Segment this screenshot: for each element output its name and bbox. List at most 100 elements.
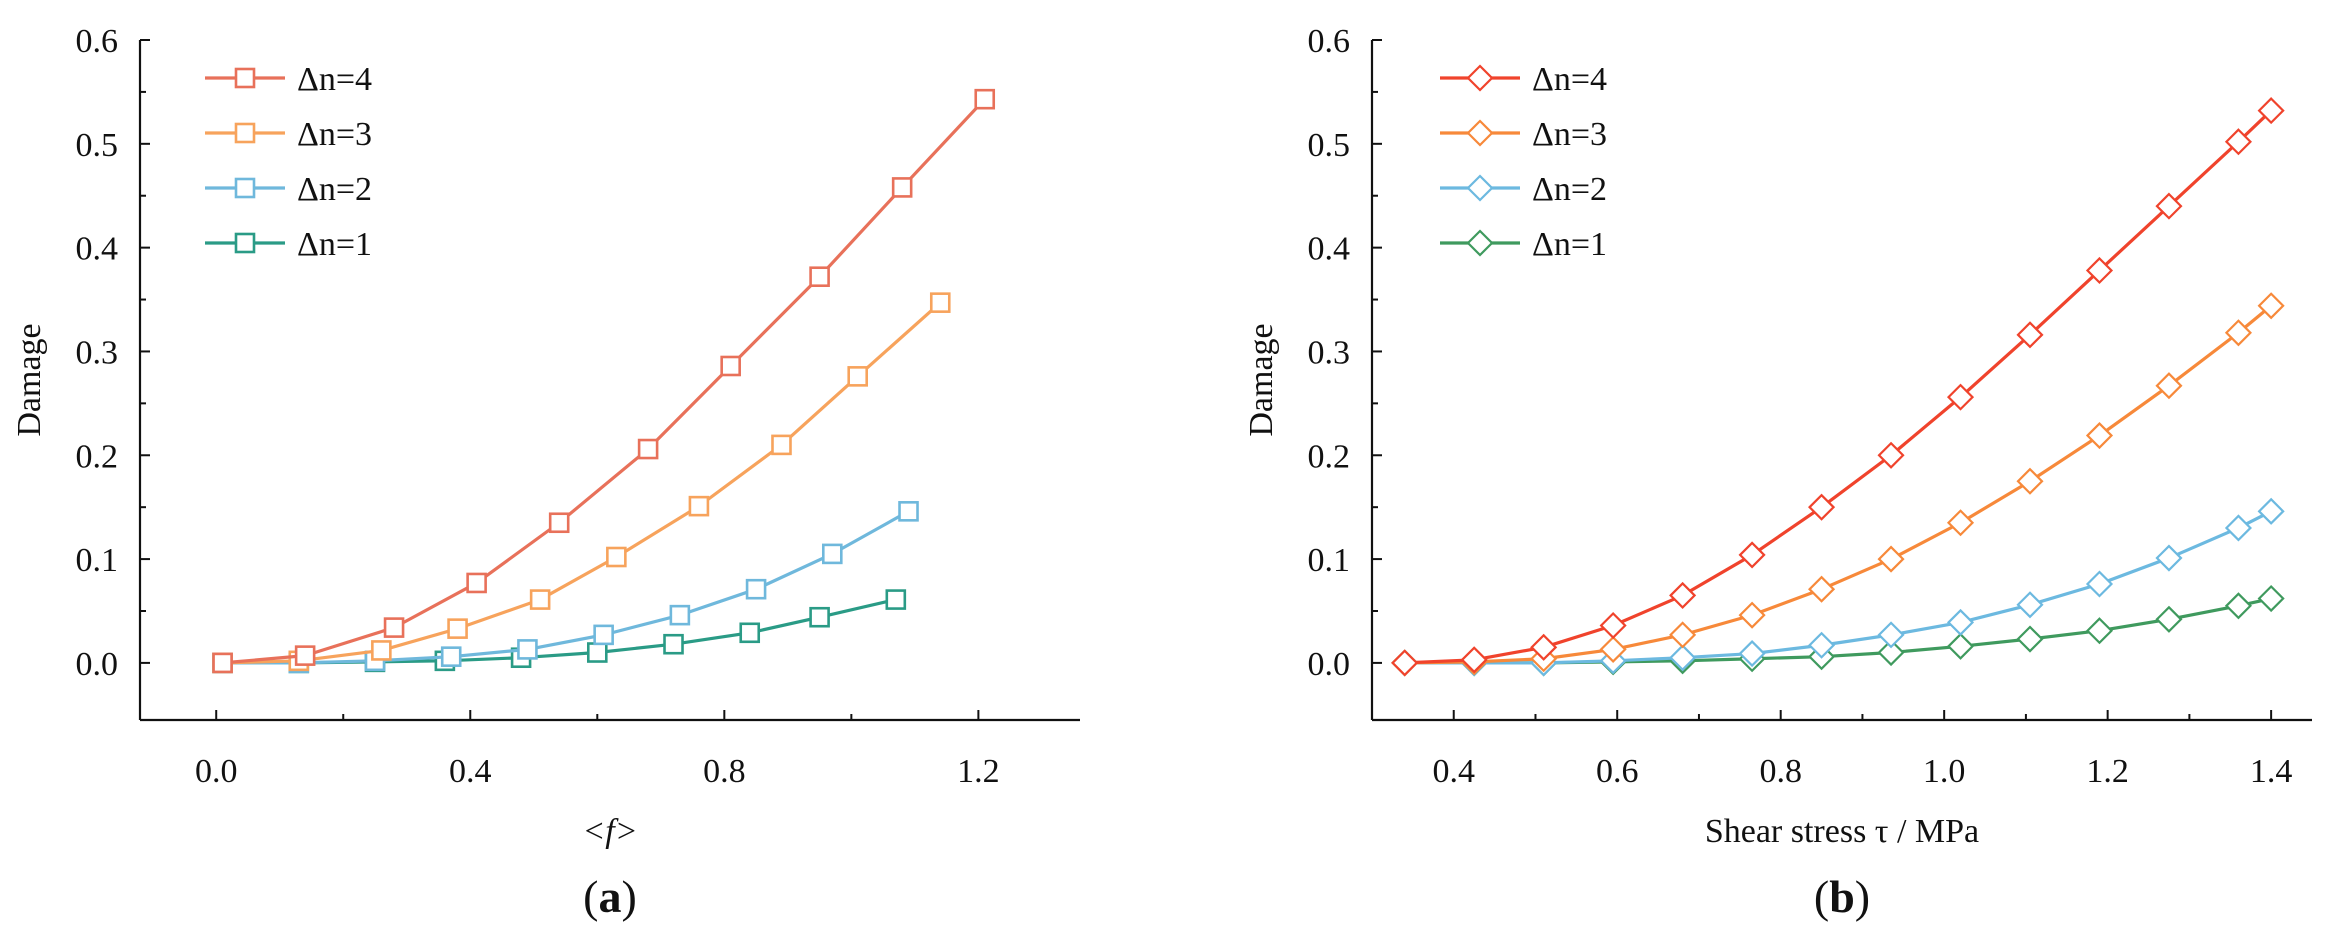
x-tick-label: 1.0 xyxy=(1923,753,1966,790)
legend-item: Δn=1 xyxy=(205,226,372,263)
data-point xyxy=(2016,467,2044,495)
data-point xyxy=(2257,292,2285,320)
x-axis-label: Shear stress τ / MPa xyxy=(1705,813,1979,850)
x-tick-label: 0.8 xyxy=(703,753,746,790)
legend-marker xyxy=(1466,64,1494,92)
legend-marker xyxy=(1466,119,1494,147)
legend: Δn=4 Δn=3 Δn=2 Δn=1 xyxy=(205,61,372,263)
series-2 xyxy=(212,292,951,674)
panel-b: 0.0 0.1 0.2 0.3 0.4 0.5 0.6 0.4 0.6 0.8 1.0 1.2 1.4 S… xyxy=(1243,23,2312,922)
y-axis-label: Damage xyxy=(1243,323,1280,436)
data-point xyxy=(1669,644,1697,672)
series-line xyxy=(222,301,942,665)
x-tick-label: 1.2 xyxy=(957,753,1000,790)
legend-item: Δn=2 xyxy=(205,171,372,208)
series-1 xyxy=(212,88,996,674)
legend-item: Δn=1 xyxy=(1440,226,1607,263)
data-point xyxy=(974,88,996,110)
data-point xyxy=(1946,608,1975,636)
legend-label: Δn=2 xyxy=(1532,171,1607,208)
data-point xyxy=(1946,383,1975,411)
data-point xyxy=(529,589,551,610)
data-point xyxy=(1808,631,1836,659)
legend-label: Δn=3 xyxy=(1532,116,1607,153)
y-tick-label: 0.1 xyxy=(1308,542,1351,579)
legend-label: Δn=1 xyxy=(297,226,372,263)
data-point xyxy=(2224,592,2252,620)
x-tick-label: 1.4 xyxy=(2250,753,2293,790)
x-tick-label: 0.6 xyxy=(1596,753,1639,790)
y-tick-label: 0.1 xyxy=(76,542,119,579)
x-tick-label: 0.4 xyxy=(1432,753,1475,790)
data-point xyxy=(2155,605,2183,633)
data-point xyxy=(383,617,405,638)
series-line xyxy=(222,598,897,665)
series-line xyxy=(222,98,986,665)
data-point xyxy=(1946,509,1975,537)
data-point xyxy=(885,589,907,610)
data-point xyxy=(466,572,487,594)
legend-marker xyxy=(234,122,256,144)
data-point xyxy=(371,640,392,661)
data-point xyxy=(898,501,919,522)
data-point xyxy=(739,622,761,644)
data-point xyxy=(2085,617,2114,645)
data-point xyxy=(586,642,608,663)
data-point xyxy=(517,639,538,660)
legend-item: Δn=3 xyxy=(205,116,372,153)
data-point xyxy=(1738,601,1766,629)
y-axis-label: Damage xyxy=(11,323,48,436)
legend-marker xyxy=(1466,174,1494,202)
panel-label: (b) xyxy=(1814,871,1870,922)
data-point xyxy=(2016,321,2044,349)
data-point xyxy=(2224,319,2252,347)
data-point xyxy=(1808,575,1836,603)
y-tick-label: 0.3 xyxy=(1308,334,1351,371)
panel-letter: b xyxy=(1829,871,1855,922)
legend-label: Δn=1 xyxy=(1532,226,1607,263)
legend: Δn=4 Δn=3 Δn=2 Δn=1 xyxy=(1440,61,1607,263)
data-point xyxy=(440,646,462,667)
data-point xyxy=(2016,591,2044,619)
data-point xyxy=(2085,421,2114,450)
data-point xyxy=(720,355,741,377)
panel-a: 0.0 0.1 0.2 0.3 0.4 0.5 0.6 0.0 0.4 0.8 1.2 <f> Dama… xyxy=(11,23,1080,922)
data-point xyxy=(593,624,614,646)
y-tick-label: 0.2 xyxy=(1308,438,1351,475)
series-3 xyxy=(1391,497,2285,677)
data-point xyxy=(1946,632,1975,660)
data-point xyxy=(669,604,691,626)
legend-item: Δn=4 xyxy=(1440,61,1607,98)
y-tick-label: 0.3 xyxy=(76,334,119,371)
data-point xyxy=(294,645,316,666)
data-point xyxy=(1669,621,1697,649)
x-tick-label: 0.0 xyxy=(195,753,238,790)
legend-label: Δn=4 xyxy=(1532,61,1607,98)
data-point xyxy=(1669,581,1697,609)
y-tick-label: 0.2 xyxy=(76,438,119,475)
legend-marker xyxy=(1466,229,1494,257)
x-tick-label: 0.4 xyxy=(449,753,492,790)
legend-item: Δn=3 xyxy=(1440,116,1607,153)
data-point xyxy=(688,495,710,517)
series-line xyxy=(222,509,910,665)
data-point xyxy=(606,546,627,568)
data-point xyxy=(2085,570,2114,598)
data-point xyxy=(1738,640,1766,668)
data-point xyxy=(2224,514,2252,542)
legend-marker xyxy=(234,232,256,254)
legend-label: Δn=4 xyxy=(297,61,372,98)
data-point xyxy=(548,512,570,534)
series-line xyxy=(1404,304,2273,665)
data-point xyxy=(2085,256,2114,285)
data-point xyxy=(1599,635,1627,663)
legend-item: Δn=2 xyxy=(1440,171,1607,208)
data-point xyxy=(1391,649,1419,677)
data-point xyxy=(2155,372,2183,400)
x-tick-label: 1.2 xyxy=(2086,753,2129,790)
data-point xyxy=(929,292,951,313)
y-tick-label: 0.4 xyxy=(76,231,119,268)
data-point xyxy=(847,366,869,387)
y-tick-label: 0.6 xyxy=(76,23,119,60)
panel-label: (a) xyxy=(583,871,637,922)
